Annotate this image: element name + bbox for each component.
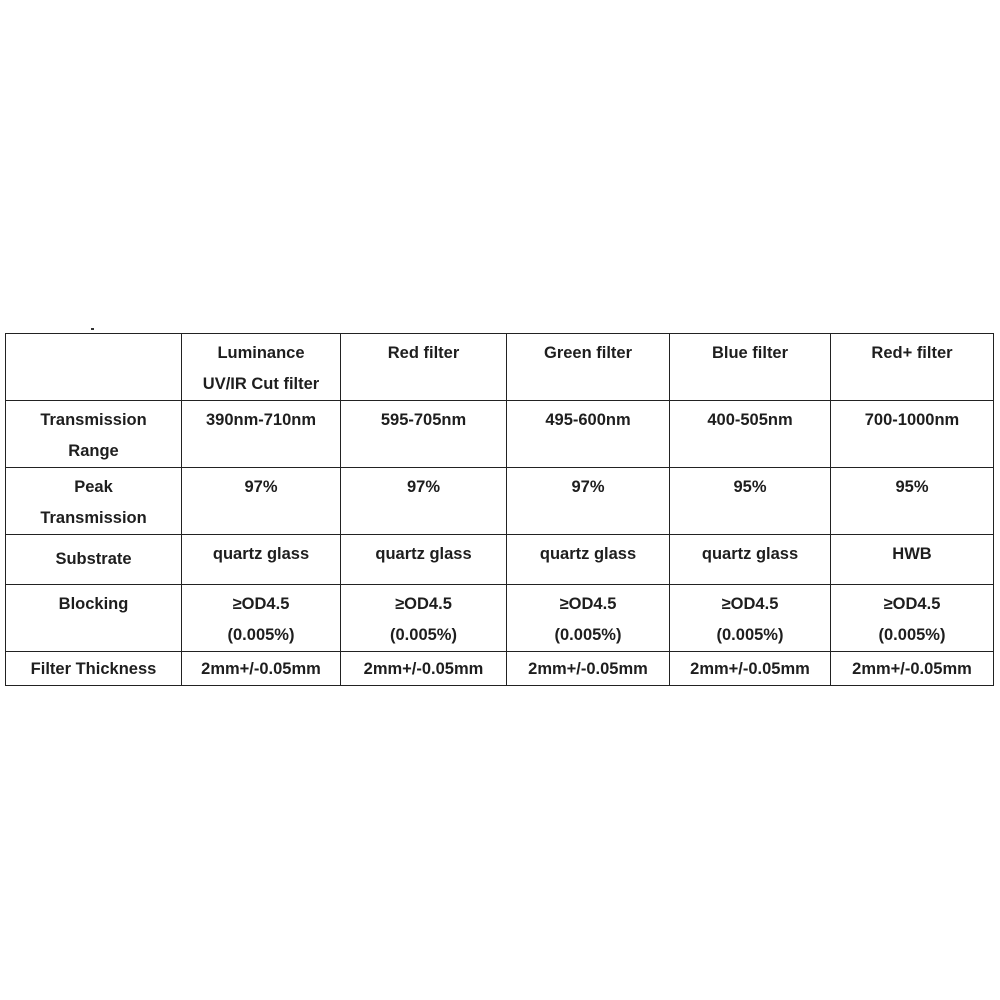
value-cell-text: ≥OD4.5 [883, 595, 941, 613]
row-label: Filter Thickness [5, 651, 182, 686]
value-cell-text: 2mm+/-0.05mm [528, 660, 648, 678]
value-cell-text: (0.005%) [878, 626, 946, 644]
value-cell: 97% [506, 467, 670, 535]
value-cell: 700-1000nm [830, 400, 994, 468]
row-label-text: Transmission [40, 411, 147, 429]
table-row: Blocking ≥OD4.5 (0.005%) ≥OD4.5 (0.005%) ≥OD4… [5, 584, 994, 652]
value-cell: 2mm+/-0.05mm [830, 651, 994, 686]
column-header: Green filter [506, 333, 670, 401]
row-label: Peak Transmission [5, 467, 182, 535]
row-label-text: Filter Thickness [30, 660, 157, 678]
value-cell-text: 700-1000nm [864, 411, 960, 429]
value-cell: quartz glass [340, 534, 507, 585]
value-cell-text: quartz glass [539, 545, 637, 563]
value-cell-text: 2mm+/-0.05mm [852, 660, 972, 678]
stray-mark [91, 328, 94, 330]
row-label: Substrate [5, 534, 182, 585]
value-cell-text: (0.005%) [227, 626, 295, 644]
value-cell: quartz glass [506, 534, 670, 585]
row-label-text: Range [68, 442, 119, 460]
value-cell: 595-705nm [340, 400, 507, 468]
value-cell: 2mm+/-0.05mm [506, 651, 670, 686]
row-label: Blocking [5, 584, 182, 652]
value-cell-text: (0.005%) [554, 626, 622, 644]
value-cell: HWB [830, 534, 994, 585]
value-cell-text: quartz glass [375, 545, 472, 563]
value-cell-text: quartz glass [212, 545, 310, 563]
value-cell: ≥OD4.5 (0.005%) [669, 584, 831, 652]
column-header: Luminance UV/IR Cut filter [181, 333, 341, 401]
row-label-text: Transmission [40, 509, 147, 527]
value-cell: quartz glass [181, 534, 341, 585]
value-cell: ≥OD4.5 (0.005%) [181, 584, 341, 652]
value-cell: 400-505nm [669, 400, 831, 468]
value-cell-text: 2mm+/-0.05mm [363, 660, 484, 678]
value-cell-text: ≥OD4.5 [232, 595, 290, 613]
value-cell: 495-600nm [506, 400, 670, 468]
value-cell: 2mm+/-0.05mm [669, 651, 831, 686]
value-cell: 97% [340, 467, 507, 535]
value-cell: ≥OD4.5 (0.005%) [830, 584, 994, 652]
value-cell-text: 2mm+/-0.05mm [201, 660, 321, 678]
value-cell-text: 95% [895, 478, 929, 496]
column-header: Blue filter [669, 333, 831, 401]
value-cell-text: 495-600nm [545, 411, 631, 429]
column-header: Red+ filter [830, 333, 994, 401]
value-cell-text: 390nm-710nm [205, 411, 317, 429]
value-cell-text: (0.005%) [716, 626, 784, 644]
value-cell-text: 97% [406, 478, 441, 496]
column-header-text: Blue filter [711, 344, 789, 362]
value-cell-text: 2mm+/-0.05mm [690, 660, 810, 678]
filter-spec-table: Luminance UV/IR Cut filter Red filter Green… [5, 333, 994, 686]
table-row: Transmission Range 390nm-710nm 595-705nm 495… [5, 400, 994, 468]
value-cell-text: quartz glass [701, 545, 799, 563]
value-cell: 2mm+/-0.05mm [181, 651, 341, 686]
value-cell-text: 595-705nm [380, 411, 467, 429]
column-header-text: Red filter [387, 344, 460, 362]
column-header-text: Green filter [543, 344, 633, 362]
value-cell: ≥OD4.5 (0.005%) [340, 584, 507, 652]
value-cell: 97% [181, 467, 341, 535]
value-cell-text: 95% [733, 478, 767, 496]
column-header-text: Luminance [217, 344, 305, 362]
value-cell-text: ≥OD4.5 [395, 595, 452, 613]
value-cell: 95% [669, 467, 831, 535]
row-label-text: Blocking [58, 595, 129, 613]
table-row: Peak Transmission 97% 97% 97% 95% 95% [5, 467, 994, 535]
value-cell: 95% [830, 467, 994, 535]
value-cell: ≥OD4.5 (0.005%) [506, 584, 670, 652]
row-label-text: Substrate [55, 550, 132, 568]
value-cell-text: (0.005%) [390, 626, 457, 644]
value-cell-text: ≥OD4.5 [559, 595, 617, 613]
row-label-text: Peak [74, 478, 113, 496]
row-label: Transmission Range [5, 400, 182, 468]
value-cell: 2mm+/-0.05mm [340, 651, 507, 686]
corner-cell [5, 333, 182, 401]
value-cell: quartz glass [669, 534, 831, 585]
value-cell-text: HWB [892, 545, 932, 563]
header-row: Luminance UV/IR Cut filter Red filter Green… [5, 333, 994, 401]
value-cell-text: 97% [244, 478, 278, 496]
value-cell-text: ≥OD4.5 [721, 595, 779, 613]
value-cell: 390nm-710nm [181, 400, 341, 468]
column-header: Red filter [340, 333, 507, 401]
table-row: Filter Thickness 2mm+/-0.05mm 2mm+/-0.05mm… [5, 651, 994, 686]
value-cell-text: 400-505nm [707, 411, 793, 429]
value-cell-text: 97% [571, 478, 605, 496]
column-header-text: UV/IR Cut filter [202, 375, 320, 393]
table-row: Substrate quartz glass quartz glass quartz … [5, 534, 994, 585]
column-header-text: Red+ filter [871, 344, 953, 362]
